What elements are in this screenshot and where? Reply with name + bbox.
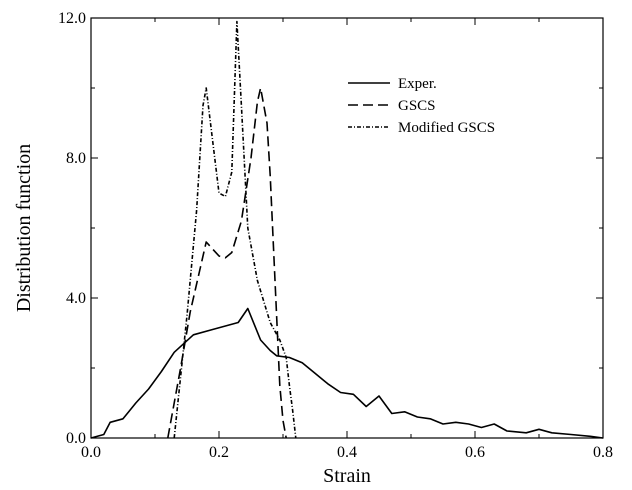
y-axis-title: Distribution function <box>13 144 35 312</box>
x-tick-label: 0.0 <box>81 444 101 461</box>
plot-area-border <box>90 17 604 439</box>
y-tick-label: 4.0 <box>66 290 86 307</box>
x-axis-title: Strain <box>323 465 371 487</box>
y-tick-label: 8.0 <box>66 150 86 167</box>
series-line-exper <box>90 307 604 439</box>
legend-label: Modified GSCS <box>398 120 495 136</box>
x-tick-label: 0.6 <box>465 444 485 461</box>
legend: Exper. GSCS Modified GSCS <box>348 76 495 136</box>
series-layer <box>90 20 604 439</box>
legend-label: GSCS <box>398 98 436 114</box>
legend-label: Exper. <box>398 76 437 92</box>
series-line-gscs <box>167 87 287 439</box>
x-tick-label: 0.2 <box>209 444 229 461</box>
x-tick-label: 0.4 <box>337 444 357 461</box>
y-tick-label: 0.0 <box>66 430 86 447</box>
plot-frame <box>90 17 604 439</box>
y-tick-label: 12.0 <box>58 10 86 27</box>
series-line-modified-gscs <box>173 20 297 439</box>
axis-tick-labels: 0.0 0.2 0.4 0.6 0.8 0.0 4.0 8.0 12.0 <box>58 10 613 461</box>
x-tick-label: 0.8 <box>593 444 613 461</box>
axis-ticks <box>90 17 604 439</box>
